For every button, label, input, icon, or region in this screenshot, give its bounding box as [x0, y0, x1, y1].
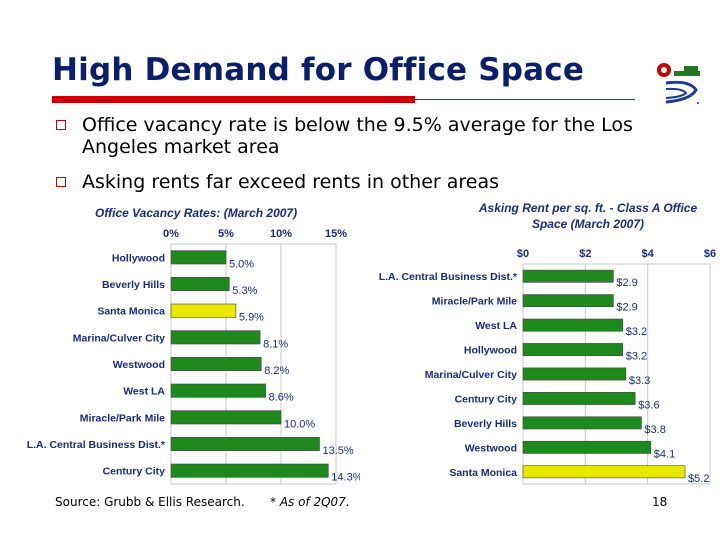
data-label: $2.9 [616, 302, 637, 314]
category-label: L.A. Central Business Dist.* [27, 439, 166, 451]
data-label: $3.2 [626, 326, 647, 338]
vacancy-rate-chart: Office Vacancy Rates: (March 2007) 0% 5% 10… [27, 206, 360, 485]
bar [522, 269, 614, 283]
data-label: 5.0% [229, 258, 254, 270]
bar [170, 250, 227, 265]
company-logo-icon [657, 63, 700, 104]
data-label: $3.8 [644, 424, 665, 436]
chart-title: Office Vacancy Rates: (March 2007) [95, 206, 297, 220]
title-underline [52, 96, 415, 103]
data-label: 13.5% [323, 445, 354, 457]
bullet-text: Asking rents far exceed rents in other a… [82, 171, 500, 193]
data-label: $4.1 [654, 448, 675, 460]
category-label: Beverly Hills [454, 418, 517, 430]
bar [170, 303, 237, 318]
category-label: Century City [455, 393, 518, 405]
bullet-square-icon [56, 120, 66, 130]
data-label: 8.1% [263, 338, 288, 350]
data-label: $3.3 [629, 375, 650, 387]
category-label: West LA [475, 320, 517, 332]
category-label: West LA [123, 386, 165, 398]
category-label: Hollywood [112, 252, 165, 264]
tick-label: 5% [218, 228, 234, 240]
tick-label: 0% [163, 228, 179, 240]
bar [170, 463, 329, 478]
data-label: 10.0% [284, 418, 315, 430]
bullet-item: Office vacancy rate is below the 9.5% av… [56, 114, 682, 158]
category-label: Miracle/Park Mile [432, 296, 517, 308]
tick-label: $0 [517, 248, 529, 260]
bar [170, 330, 261, 345]
tick-label: 15% [325, 228, 347, 240]
category-label: Marina/Culver City [425, 369, 517, 381]
bar [170, 277, 230, 291]
bar [170, 437, 320, 451]
category-label: Beverly Hills [102, 279, 165, 291]
data-label: $5.2 [688, 473, 709, 485]
category-label: Marina/Culver City [73, 332, 165, 344]
bullet-text: Office vacancy rate is below the 9.5% av… [82, 114, 633, 158]
tick-label: $6 [704, 248, 716, 260]
data-label: 5.9% [239, 312, 264, 324]
data-label: 14.3% [331, 472, 360, 484]
category-label: Miracle/Park Mile [80, 412, 165, 424]
bar [522, 343, 624, 356]
tick-label: $4 [642, 248, 655, 260]
category-label: Westwood [113, 359, 165, 371]
data-label: 8.2% [264, 365, 289, 377]
data-label: $3.2 [626, 351, 647, 363]
bar [522, 465, 686, 479]
bullet-square-icon [56, 177, 66, 187]
tick-label: 10% [270, 228, 292, 240]
chart-title: Asking Rent per sq. ft. - Class A Office [478, 201, 698, 215]
category-label: Santa Monica [449, 467, 517, 479]
title-underline-thin [415, 99, 635, 100]
data-label: 5.3% [232, 285, 257, 297]
chart-title: Space (March 2007) [532, 217, 644, 231]
data-label: $2.9 [616, 277, 637, 289]
data-label: $3.6 [638, 399, 659, 411]
category-label: Santa Monica [97, 306, 165, 318]
bar [522, 392, 636, 405]
category-label: Westwood [465, 442, 517, 454]
asking-rent-chart: Asking Rent per sq. ft. - Class A Office… [379, 201, 716, 485]
category-label: L.A. Central Business Dist.* [379, 271, 518, 283]
bar [170, 357, 262, 371]
bar [522, 294, 614, 308]
source-note: Source: Grubb & Ellis Research. [55, 495, 245, 509]
tick-label: $2 [579, 248, 591, 260]
category-label: Hollywood [464, 345, 517, 357]
bar [522, 318, 624, 332]
bar [170, 410, 282, 425]
slide-title: High Demand for Office Space [52, 52, 585, 88]
bar [170, 383, 266, 398]
bar [522, 367, 627, 381]
category-label: Century City [103, 466, 166, 478]
bullet-item: Asking rents far exceed rents in other a… [56, 171, 499, 193]
data-label: 8.6% [269, 392, 294, 404]
footnote: * As of 2Q07. [270, 495, 350, 509]
bar [522, 416, 642, 430]
page-number: 18 [652, 495, 668, 509]
bar [522, 440, 652, 454]
